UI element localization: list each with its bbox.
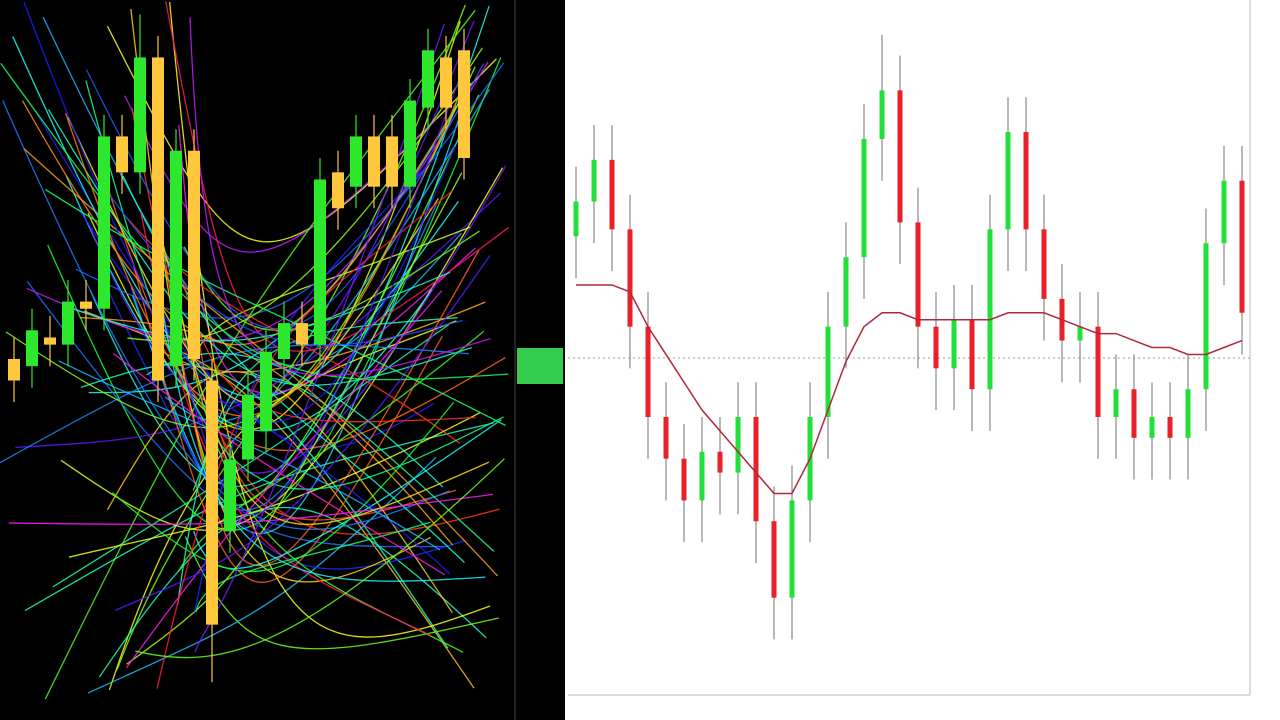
right-panel [568,0,1280,720]
decorative-line [177,330,485,573]
candle-body [771,521,777,598]
decorative-line [45,189,506,427]
decorative-line [111,401,455,572]
candle-body [62,301,74,345]
candle-body [368,136,380,187]
candle-body [933,326,939,369]
decorative-line [44,9,476,700]
candle-body [1185,389,1191,438]
candle-body [645,326,651,417]
decorative-line [177,317,458,605]
candle-body [897,90,903,223]
candle-body [843,257,849,327]
decorative-line [79,316,454,546]
candle-body [1203,243,1209,390]
candle-body [609,159,615,230]
candle-body [969,319,975,390]
candle-body [1149,417,1155,438]
decorative-line [88,82,472,394]
candle-body [1041,229,1047,299]
decorative-line [195,521,431,613]
candle-body [789,500,795,598]
candle-body [717,451,723,473]
candle-body [260,351,272,431]
decorative-line [176,165,507,474]
candle-body [1005,132,1011,230]
decorative-line [15,192,501,449]
candle-body [26,330,38,367]
decorative-line [12,36,459,398]
decorative-line [71,271,451,342]
candle-body [1023,132,1029,230]
candle-body [1095,326,1101,417]
decorative-line [80,363,449,649]
candle-body [861,139,867,258]
decorative-line [158,289,486,582]
candle-body [332,172,344,209]
candle-body [879,90,885,139]
candle-body [8,359,20,381]
decorative-line [97,177,463,346]
candle-body [350,136,362,187]
candle-body [422,50,434,108]
candle-body [278,323,290,359]
candle-body [1167,417,1173,438]
candle-body [735,417,741,473]
candle-body [681,458,687,501]
candle-body [206,380,218,625]
candle-body [1131,389,1137,438]
candle-body [1221,180,1227,244]
candle-body [440,57,452,108]
candle-body [1113,389,1119,417]
candle-body [296,323,308,345]
candle-body [915,222,921,327]
candle-body [404,100,416,187]
decorative-line [193,419,502,570]
decorative-line [191,94,480,507]
candle-body [170,150,182,367]
decorative-line [135,458,505,659]
decorative-line [77,206,451,575]
left-panel [0,0,565,720]
decorative-line [112,353,445,576]
candle-body [80,301,92,309]
candle-body [152,57,164,381]
candle-body [1077,326,1083,341]
decorative-line [85,80,504,490]
price-marker [517,348,563,384]
decorative-line [194,24,445,653]
candle-body [573,201,579,237]
candle-body [98,136,110,309]
decorative-line [156,190,453,689]
candle-body [699,451,705,501]
candle-body [44,337,56,345]
decorative-line [8,493,494,525]
decorative-line [26,280,448,548]
candle-body [386,136,398,187]
decorative-line [98,506,487,678]
candle-body [458,50,470,158]
candle-body [627,229,633,327]
moving-average [576,284,1243,495]
candle-body [825,326,831,417]
candle-body [116,136,128,173]
candle-body [134,57,146,173]
candle-body [753,417,759,522]
candle-body [951,319,957,369]
candle-body [663,417,669,459]
candle-body [188,150,200,359]
candle-body [591,159,597,202]
candle-body [242,394,254,460]
plot-background [568,0,1280,720]
candle-body [1239,180,1245,313]
candle-body [987,229,993,390]
candle-body [314,179,326,345]
candle-body [224,459,236,532]
